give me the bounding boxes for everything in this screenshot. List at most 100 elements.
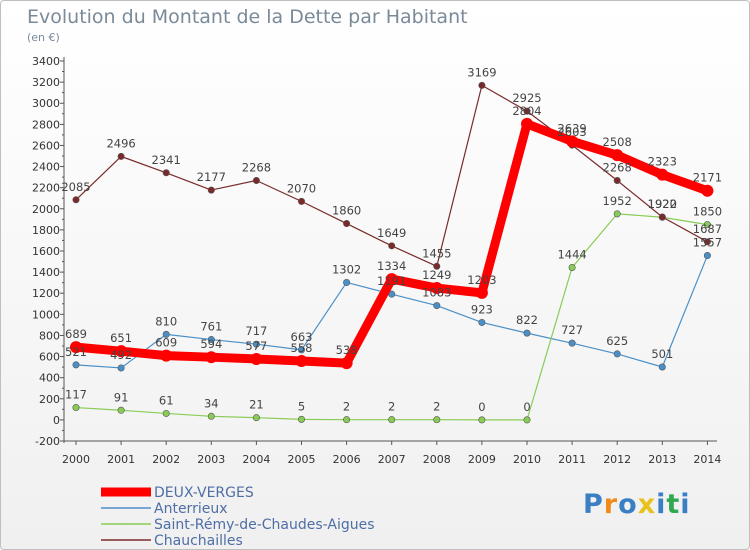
y-tick-label: 3200 bbox=[32, 76, 60, 89]
y-tick-label: 3000 bbox=[32, 97, 60, 110]
y-tick-label: 400 bbox=[39, 372, 60, 385]
data-point bbox=[162, 169, 170, 177]
x-tick-label: 2002 bbox=[152, 453, 180, 466]
data-point bbox=[523, 329, 531, 337]
data-label: 1687 bbox=[693, 222, 722, 236]
data-point bbox=[478, 318, 486, 326]
data-point bbox=[433, 262, 441, 270]
data-point bbox=[658, 363, 666, 371]
data-label: 1455 bbox=[422, 246, 451, 260]
legend-label: Chauchailles bbox=[154, 533, 243, 549]
data-point bbox=[297, 346, 305, 354]
data-label: 663 bbox=[291, 330, 313, 344]
x-tick-label: 2014 bbox=[693, 453, 721, 466]
data-label: 2 bbox=[433, 400, 440, 414]
data-point bbox=[703, 252, 711, 260]
logo-letter: r bbox=[603, 489, 619, 520]
y-tick-label: 2800 bbox=[32, 118, 60, 131]
y-tick-label: 600 bbox=[39, 351, 60, 364]
data-point bbox=[297, 415, 305, 423]
data-point bbox=[568, 263, 576, 271]
x-tick-label: 2013 bbox=[648, 453, 676, 466]
data-point bbox=[388, 242, 396, 250]
data-point bbox=[613, 176, 621, 184]
data-point bbox=[70, 341, 82, 354]
x-tick-label: 2000 bbox=[62, 453, 90, 466]
data-label: 2268 bbox=[242, 160, 271, 174]
data-point bbox=[297, 197, 305, 205]
y-tick-label: 1600 bbox=[32, 245, 60, 258]
data-label: 1249 bbox=[422, 268, 451, 282]
data-label: 34 bbox=[204, 396, 219, 410]
data-label: 1922 bbox=[648, 197, 677, 211]
data-point bbox=[523, 416, 531, 424]
data-label: 1203 bbox=[467, 273, 496, 287]
x-tick-label: 2001 bbox=[107, 453, 135, 466]
data-point bbox=[521, 117, 533, 130]
y-tick-label: 2200 bbox=[32, 182, 60, 195]
data-label: 521 bbox=[65, 345, 87, 359]
data-label: 2 bbox=[388, 400, 395, 414]
x-tick-label: 2004 bbox=[242, 453, 270, 466]
legend-label: Anterrieux bbox=[154, 501, 227, 517]
data-point bbox=[207, 336, 215, 344]
data-label: 1191 bbox=[377, 274, 406, 288]
data-labels: 689 651 609 594 577 558 538 1334 1249 1203 2804 263… bbox=[61, 65, 722, 414]
y-tick-label: 2400 bbox=[32, 161, 60, 174]
data-label: 1334 bbox=[377, 259, 406, 273]
data-label: 2508 bbox=[603, 135, 632, 149]
data-label: 689 bbox=[65, 327, 87, 341]
data-point bbox=[117, 152, 125, 160]
data-label: 2 bbox=[343, 400, 350, 414]
data-label: 1860 bbox=[332, 204, 361, 218]
data-point bbox=[162, 409, 170, 417]
data-point bbox=[117, 406, 125, 414]
data-point bbox=[72, 361, 80, 369]
y-tick-label: -200 bbox=[35, 435, 60, 448]
data-label: 822 bbox=[516, 313, 538, 327]
data-point bbox=[160, 349, 173, 362]
data-label: 1444 bbox=[557, 247, 586, 261]
data-point bbox=[207, 186, 215, 194]
logo-letter: i bbox=[656, 489, 667, 520]
data-label: 538 bbox=[336, 343, 358, 357]
chart-subtitle: (en €) bbox=[27, 31, 60, 44]
data-label: 21 bbox=[249, 398, 264, 412]
data-label: 2639 bbox=[557, 121, 586, 135]
data-point bbox=[162, 330, 170, 338]
y-tick-label: 0 bbox=[53, 414, 60, 427]
data-point bbox=[117, 364, 125, 372]
data-point bbox=[658, 213, 666, 221]
data-label: 492 bbox=[110, 348, 132, 362]
y-tick-label: 1200 bbox=[32, 287, 60, 300]
data-label: 3169 bbox=[467, 65, 496, 79]
chart-title: Evolution du Montant de la Dette par Hab… bbox=[27, 6, 468, 28]
data-point bbox=[568, 339, 576, 347]
y-tick-label: 1000 bbox=[32, 308, 60, 321]
legend-label: Saint-Rémy-de-Chaudes-Aigues bbox=[154, 517, 375, 533]
data-point bbox=[340, 357, 353, 370]
logo-letter: x bbox=[637, 489, 657, 520]
series-lines bbox=[70, 81, 714, 424]
data-point bbox=[703, 221, 711, 229]
data-point bbox=[478, 81, 486, 89]
x-tick-label: 2005 bbox=[288, 453, 316, 466]
data-label: 1302 bbox=[332, 262, 361, 276]
y-tick-label: 1800 bbox=[32, 224, 60, 237]
data-point bbox=[252, 176, 260, 184]
data-label: 2070 bbox=[287, 181, 316, 195]
data-label: 2603 bbox=[557, 125, 586, 139]
data-label: 761 bbox=[200, 320, 222, 334]
data-label: 61 bbox=[159, 393, 174, 407]
data-point bbox=[252, 340, 260, 348]
logo-letter: i bbox=[680, 489, 691, 520]
data-label: 717 bbox=[245, 324, 267, 338]
data-point bbox=[388, 416, 396, 424]
data-point bbox=[433, 302, 441, 310]
data-point bbox=[433, 416, 441, 424]
data-label: 558 bbox=[291, 341, 313, 355]
data-point bbox=[701, 184, 714, 197]
data-label: 577 bbox=[245, 339, 267, 353]
